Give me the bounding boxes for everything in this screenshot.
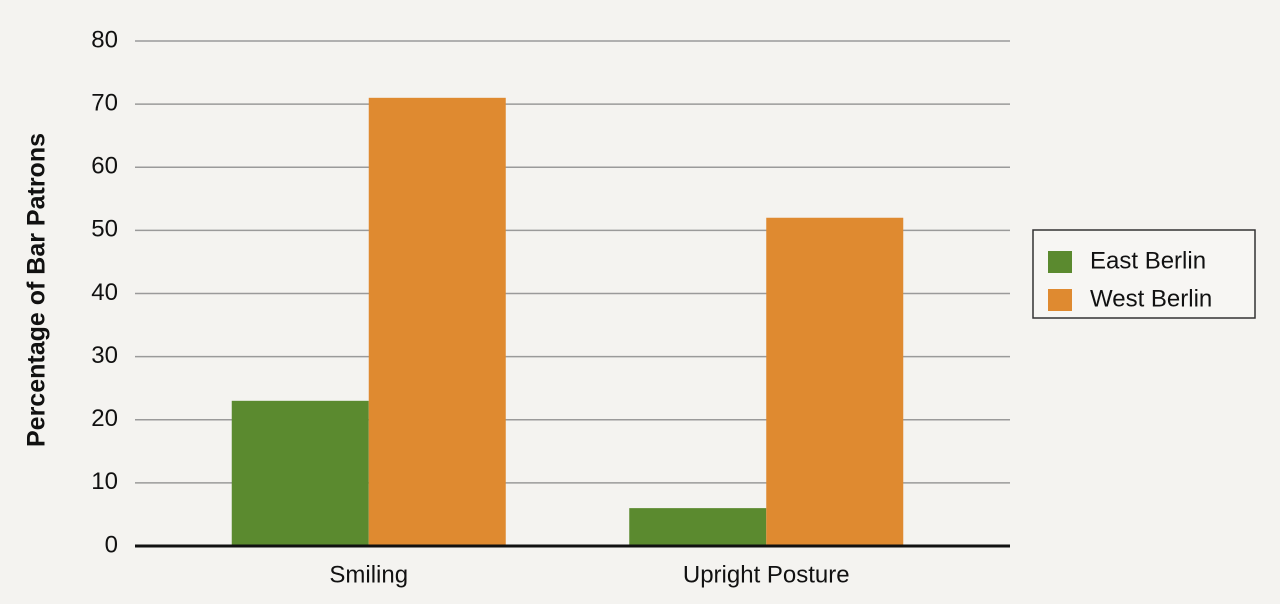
x-tick-label: Upright Posture [683,561,850,588]
y-tick-label: 60 [91,153,118,180]
y-tick-label: 50 [91,216,118,243]
y-tick-label: 40 [91,279,118,306]
y-tick-label: 0 [105,531,118,558]
bar [629,508,767,546]
bar [766,217,904,546]
y-tick-label: 10 [91,468,118,495]
y-tick-label: 80 [91,26,118,53]
legend-swatch [1048,251,1072,273]
bar [368,97,506,546]
legend-label: West Berlin [1090,285,1212,312]
y-tick-label: 70 [91,89,118,116]
y-axis-label: Percentage of Bar Patrons [23,133,51,447]
legend-swatch [1048,289,1072,311]
y-tick-label: 30 [91,342,118,369]
y-tick-label: 20 [91,405,118,432]
legend-label: East Berlin [1090,247,1206,274]
bar [231,400,369,546]
x-tick-label: Smiling [329,561,408,588]
